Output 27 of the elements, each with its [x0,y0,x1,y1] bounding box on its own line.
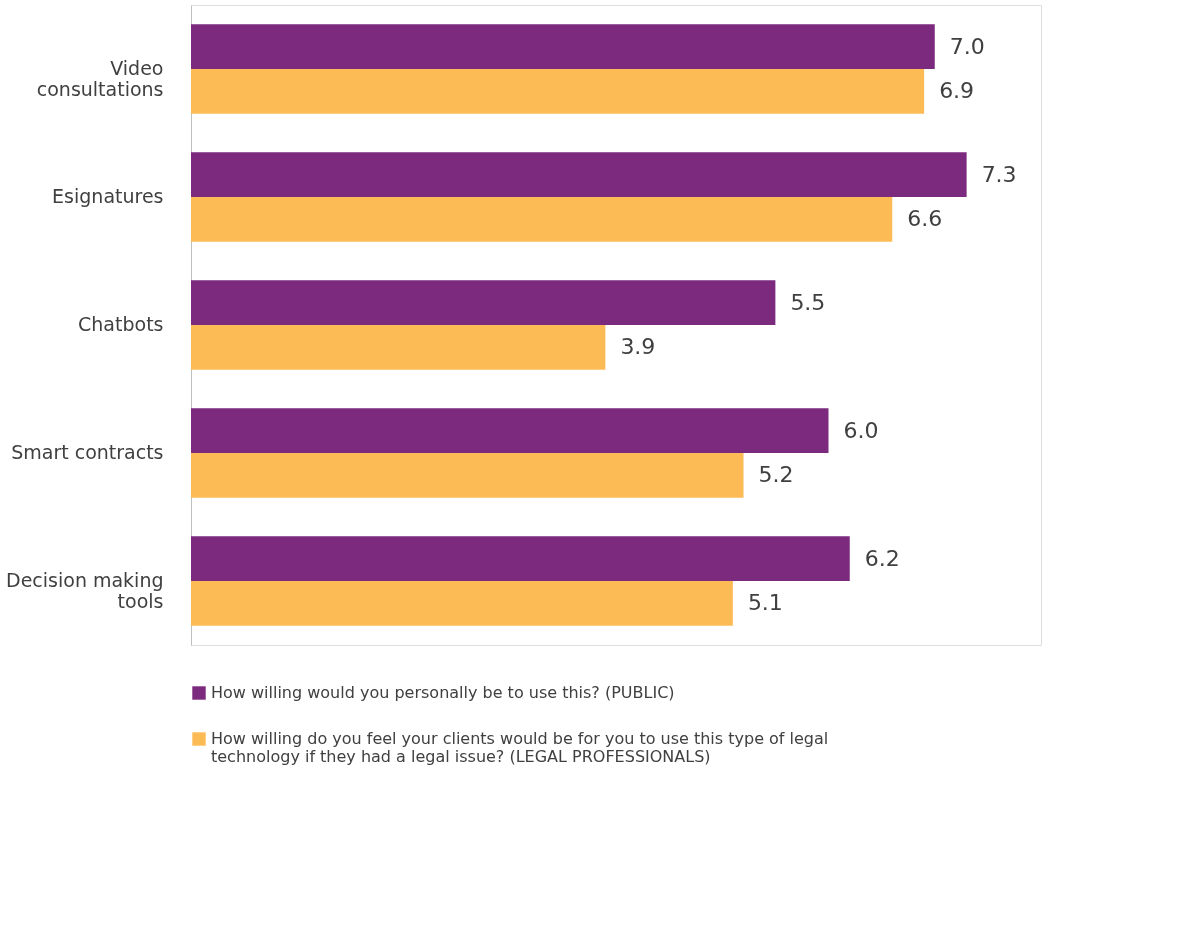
data-label: 5.2 [758,462,794,488]
bar [191,152,967,197]
y-tick-label: Chatbots [78,313,164,335]
data-label: 5.1 [747,590,783,616]
legend-label: How willing would you personally be to use this? (PUBLIC) [211,683,675,702]
bar [191,24,935,69]
legend-label: How willing do you feel your clients would be for you to use this type of legal technology if they had a legal issue? (LEGAL PROFESSIONALS) [211,729,829,766]
data-label: 6.2 [864,545,900,571]
bar [191,280,776,325]
data-label: 7.3 [981,161,1017,187]
bar [191,581,733,626]
bar [191,536,850,581]
data-label: 7.0 [949,33,985,59]
bar [191,197,893,242]
bar [191,325,606,370]
bar [191,453,744,498]
data-label: 5.5 [790,289,826,315]
data-label: 6.0 [843,417,879,443]
data-label: 6.6 [907,206,943,232]
data-label: 3.9 [620,334,656,360]
data-label: 6.9 [939,78,975,104]
y-tick-label: Esignatures [52,185,164,207]
bar [191,408,829,453]
y-tick-label: Video consultations [36,57,164,100]
bar [191,69,925,114]
y-tick-label: Decision making tools [6,569,164,612]
y-tick-label: Smart contracts [11,441,164,463]
